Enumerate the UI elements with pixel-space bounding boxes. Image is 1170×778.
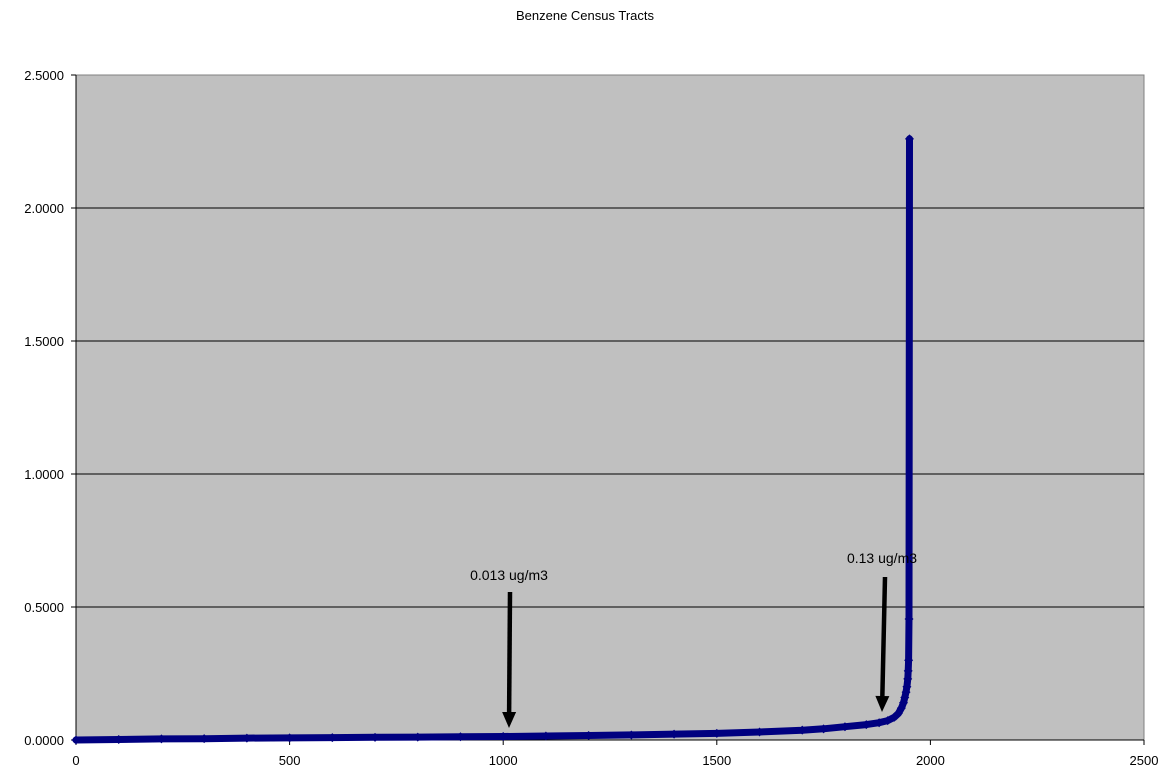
- data-point-9: [455, 732, 465, 742]
- annotation-arrow-shaft-1: [880, 576, 888, 697]
- annotation-arrow-head-0: [502, 711, 517, 728]
- data-point-0: [71, 735, 81, 745]
- data-point-15: [712, 728, 722, 738]
- data-point-11: [541, 731, 551, 741]
- data-point-2: [156, 734, 166, 744]
- data-point-4: [242, 733, 252, 743]
- data-point-19: [840, 722, 850, 732]
- annotation-arrow-shaft-0: [506, 591, 513, 713]
- data-point-22: [883, 716, 893, 726]
- y-tick-label-5: 2.5000: [24, 68, 64, 83]
- data-point-18: [819, 724, 829, 734]
- data-point-14: [669, 729, 679, 739]
- y-tick-label-1: 0.5000: [24, 600, 64, 615]
- data-point-3: [199, 734, 209, 744]
- data-point-7: [370, 732, 380, 742]
- x-tick-label-2: 1000: [489, 753, 518, 768]
- x-tick-label-1: 500: [279, 753, 301, 768]
- data-point-34: [904, 134, 914, 144]
- data-point-21: [874, 718, 884, 728]
- data-point-31: [903, 666, 913, 676]
- data-point-13: [626, 730, 636, 740]
- data-point-5: [285, 733, 295, 743]
- data-point-32: [904, 655, 914, 665]
- data-point-17: [797, 725, 807, 735]
- data-point-8: [413, 732, 423, 742]
- data-point-33: [904, 614, 914, 624]
- annotation-label-0: 0.013 ug/m3: [470, 567, 548, 583]
- data-point-16: [755, 727, 765, 737]
- x-tick-label-4: 2000: [916, 753, 945, 768]
- data-point-20: [861, 720, 871, 730]
- data-point-30: [903, 674, 913, 684]
- plot-area: [75, 74, 1145, 741]
- y-tick-label-2: 1.0000: [24, 467, 64, 482]
- x-tick-label-5: 2500: [1130, 753, 1159, 768]
- data-point-12: [584, 730, 594, 740]
- y-tick-label-0: 0.0000: [24, 733, 64, 748]
- x-tick-label-0: 0: [72, 753, 79, 768]
- y-tick-label-3: 1.5000: [24, 334, 64, 349]
- annotation-arrow-head-1: [875, 695, 890, 712]
- chart-title: Benzene Census Tracts: [516, 8, 655, 23]
- data-point-1: [114, 734, 124, 744]
- data-point-10: [498, 732, 508, 742]
- annotation-label-1: 0.13 ug/m3: [847, 550, 917, 566]
- x-tick-label-3: 1500: [702, 753, 731, 768]
- data-point-29: [902, 682, 912, 692]
- data-point-6: [327, 733, 337, 743]
- y-tick-label-4: 2.0000: [24, 201, 64, 216]
